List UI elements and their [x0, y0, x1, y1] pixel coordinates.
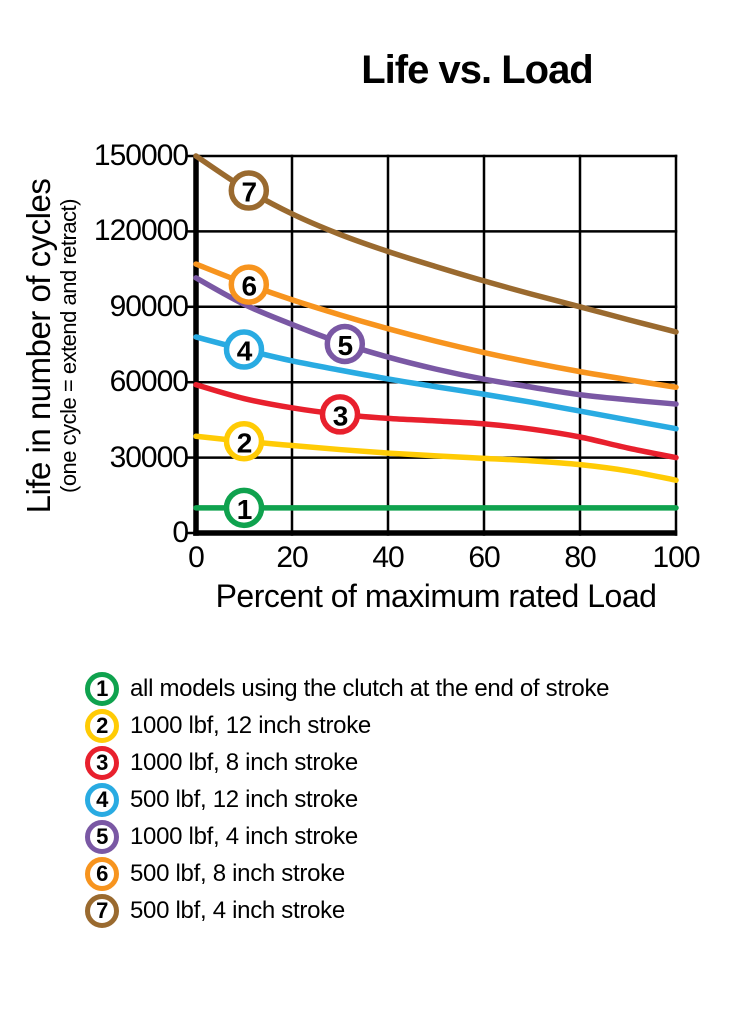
- legend: 1 all models using the clutch at the end …: [85, 672, 610, 931]
- marker-number-3: 3: [333, 400, 348, 431]
- curve-2: [193, 433, 679, 483]
- y-tick-label: 90000: [109, 289, 189, 323]
- marker-circle-7: [228, 170, 270, 211]
- legend-marker-6: 6: [85, 857, 119, 891]
- marker-number-6: 6: [242, 271, 257, 302]
- marker-circle-5: [324, 323, 366, 365]
- x-tick-label: 80: [564, 541, 596, 574]
- legend-item-4: 4 500 lbf, 12 inch stroke: [85, 783, 609, 817]
- curve-7: [193, 153, 679, 335]
- marker-circle-2: [223, 421, 265, 462]
- legend-item-1: 1 all models using the clutch at the end …: [85, 672, 610, 706]
- marker-circle-6: [228, 264, 270, 305]
- legend-marker-1: 1: [85, 672, 119, 706]
- chart-title: Life vs. Load: [361, 48, 594, 92]
- legend-label-2: 1000 lbf, 12 inch stroke: [130, 712, 371, 739]
- y-tick-label: 30000: [109, 440, 189, 474]
- x-tick-label: 40: [372, 541, 404, 574]
- legend-marker-5: 5: [85, 820, 119, 854]
- marker-number-1: 1: [237, 494, 252, 525]
- legend-item-5: 5 1000 lbf, 4 inch stroke: [85, 820, 609, 854]
- x-axis-label: Percent of maximum rated Load: [215, 578, 657, 614]
- marker-number-4: 4: [237, 336, 253, 367]
- marker-circle-1: [223, 487, 265, 529]
- legend-label-7: 500 lbf, 4 inch stroke: [130, 897, 345, 924]
- marker-number-7: 7: [242, 177, 257, 208]
- marker-number-5: 5: [338, 330, 353, 361]
- legend-label-4: 500 lbf, 12 inch stroke: [130, 786, 358, 813]
- legend-item-2: 2 1000 lbf, 12 inch stroke: [85, 709, 609, 743]
- legend-marker-3: 3: [85, 746, 119, 780]
- legend-label-6: 500 lbf, 8 inch stroke: [130, 860, 345, 887]
- legend-marker-4: 4: [85, 783, 119, 817]
- marker-number-2: 2: [237, 427, 252, 458]
- y-tick-label: 150000: [93, 139, 189, 172]
- y-tick-label: 0: [172, 516, 189, 549]
- curve-6: [193, 261, 679, 390]
- marker-circle-4: [223, 329, 265, 370]
- legend-marker-2: 2: [85, 709, 119, 743]
- plot-area: 1 2 3 4 5 6 7: [186, 153, 679, 536]
- legend-marker-7: 7: [85, 894, 119, 928]
- legend-label-5: 1000 lbf, 4 inch stroke: [130, 823, 358, 850]
- curve-4: [193, 334, 679, 432]
- marker-circle-3: [319, 394, 361, 435]
- curve-5: [193, 275, 679, 407]
- y-axis-sublabel: (one cycle = extend and retract): [56, 199, 81, 493]
- x-tick-label: 0: [188, 541, 205, 574]
- x-tick-label: 60: [468, 541, 500, 574]
- curve-3: [193, 381, 679, 461]
- x-tick-label: 100: [652, 541, 700, 574]
- legend-item-3: 3 1000 lbf, 8 inch stroke: [85, 746, 609, 780]
- legend-item-7: 7 500 lbf, 4 inch stroke: [85, 894, 609, 928]
- y-tick-label: 60000: [109, 365, 189, 399]
- x-tick-label: 20: [276, 541, 308, 574]
- legend-label-1: all models using the clutch at the end o…: [130, 675, 610, 702]
- legend-label-3: 1000 lbf, 8 inch stroke: [130, 749, 358, 776]
- y-tick-label: 120000: [93, 214, 189, 248]
- y-axis-label: Life in number of cycles: [20, 178, 57, 514]
- legend-item-6: 6 500 lbf, 8 inch stroke: [85, 857, 609, 891]
